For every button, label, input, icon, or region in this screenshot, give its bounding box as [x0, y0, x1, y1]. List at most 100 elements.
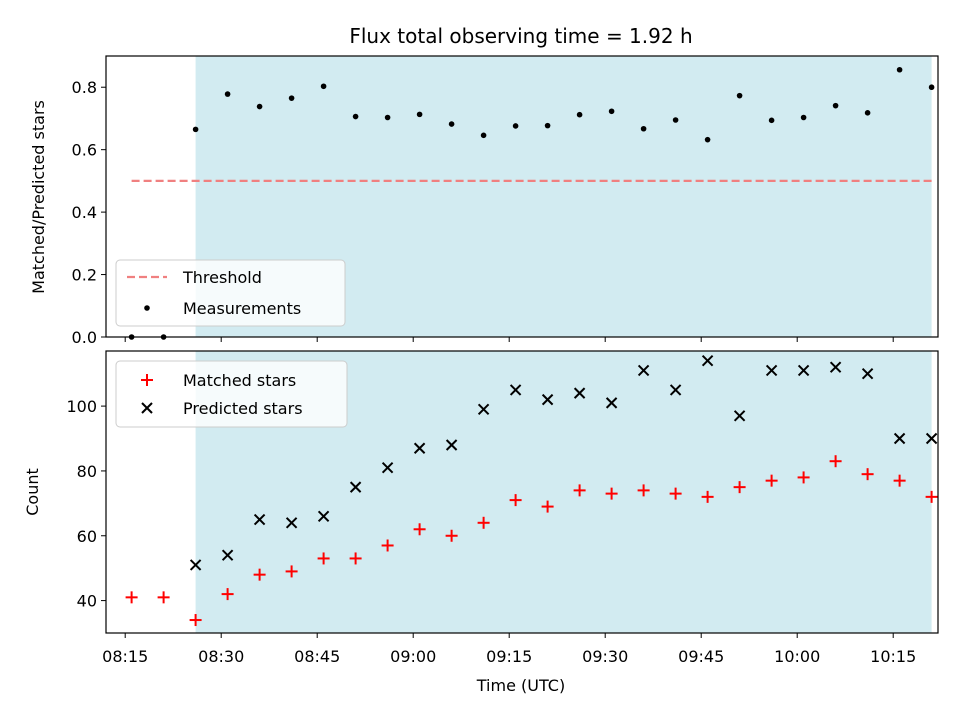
matched-star-point	[477, 516, 490, 529]
predicted-star-point	[893, 432, 906, 445]
legend-measurements-label: Measurements	[183, 299, 301, 318]
legend-predicted-label: Predicted stars	[183, 399, 303, 418]
predicted-star-b	[381, 461, 394, 474]
predicted-star-b	[605, 397, 618, 409]
matched-star-point	[861, 468, 874, 481]
bottom-y-axis-label: Count	[23, 468, 42, 516]
matched-star-point	[701, 490, 714, 503]
predicted-star-b	[765, 364, 778, 377]
predicted-star-point	[221, 549, 234, 561]
x-tick-label: 09:15	[486, 647, 532, 666]
predicted-star-b	[509, 384, 522, 396]
top-marks	[128, 66, 935, 340]
matched-star-point	[253, 568, 266, 581]
predicted-star-b	[669, 384, 682, 396]
y-tick-label: 80	[77, 462, 97, 481]
predicted-star-point	[605, 397, 618, 409]
chart-title: Flux total observing time = 1.92 h	[349, 24, 692, 48]
y-tick-label: 100	[66, 397, 97, 416]
matched-star-point	[125, 591, 138, 604]
predicted-star-b	[893, 432, 906, 445]
bottom-axes-frame	[105, 350, 939, 634]
measurement-point	[672, 117, 679, 123]
predicted-star-b	[637, 364, 650, 377]
predicted-star-b	[573, 387, 586, 399]
top-y-axis-label: Matched/Predicted stars	[29, 100, 48, 294]
y-tick-label: 40	[77, 592, 97, 611]
bottom-x-axis: 08:15 08:30 08:45 09:00 09:15 09:30 09:45 10:00…	[102, 633, 916, 666]
predicted-star-b	[285, 517, 298, 529]
legend-measurements-swatch	[144, 305, 150, 311]
predicted-star-point	[189, 559, 202, 571]
predicted-star-point	[573, 387, 586, 399]
measurement-point	[512, 123, 519, 129]
measurement-point	[800, 114, 807, 121]
y-tick-label: 60	[77, 527, 97, 546]
x-tick-label: 08:30	[198, 647, 244, 666]
measurement-point	[256, 103, 263, 110]
matched-star-point	[637, 484, 650, 497]
x-tick-label: 09:45	[678, 647, 724, 666]
y-tick-label: 0.4	[72, 203, 97, 222]
predicted-star-point	[253, 513, 266, 526]
matched-star-point	[797, 471, 810, 484]
measurement-point	[448, 121, 455, 127]
predicted-star-point	[925, 432, 938, 445]
measurement-point	[864, 110, 871, 116]
top-panel: 0.00.20.40.60.8 Matched/Predicted stars …	[29, 55, 939, 347]
measurement-point	[384, 114, 391, 121]
top-y-axis: 0.0 0.2 0.4 0.6 0.8	[72, 78, 106, 347]
matched-star-point	[221, 588, 234, 601]
matched-star-point	[829, 455, 842, 468]
y-tick-label: 0.8	[72, 78, 97, 97]
measurement-point	[768, 117, 775, 124]
predicted-star-b	[445, 439, 458, 451]
bottom-panel: 40 60 80 100 08:15 08:30 08:45 09:00 09:15 09:30…	[23, 350, 939, 695]
predicted-star-b	[541, 393, 554, 406]
bottom-legend: Matched stars Predicted stars	[115, 360, 348, 428]
predicted-star-b	[317, 510, 330, 523]
matched-star-point	[605, 487, 618, 500]
predicted-star-b	[413, 442, 426, 454]
predicted-star-point	[733, 410, 746, 422]
x-tick-label: 10:00	[774, 647, 820, 666]
matched-star-point	[541, 500, 554, 513]
x-tick-label: 08:45	[294, 647, 340, 666]
matched-star-point	[509, 494, 522, 507]
matched-star-point	[381, 539, 394, 552]
matched-star-point	[317, 552, 330, 565]
x-tick-label: 09:30	[582, 647, 628, 666]
top-axes-frame	[105, 55, 939, 338]
predicted-star-b	[253, 513, 266, 526]
predicted-star-b	[925, 432, 938, 445]
predicted-star-point	[541, 393, 554, 406]
legend-threshold-label: Threshold	[182, 268, 262, 287]
top-x-axis-ticks	[124, 337, 894, 342]
predicted-star-b	[349, 481, 362, 493]
legend-matched-swatch	[141, 374, 153, 386]
predicted-star-point	[797, 364, 810, 377]
predicted-star-b	[477, 403, 490, 416]
predicted-star-b	[829, 361, 842, 373]
predicted-star-point	[701, 355, 714, 367]
measurement-point	[608, 108, 615, 115]
legend-matched-label: Matched stars	[183, 371, 296, 390]
matched-star-point	[189, 614, 202, 627]
predicted-star-b	[797, 364, 810, 377]
measurement-point	[224, 91, 231, 97]
predicted-star-point	[509, 384, 522, 396]
predicted-star-point	[861, 367, 874, 380]
matched-star-point	[573, 484, 586, 497]
measurement-point	[704, 136, 711, 143]
measurement-point	[320, 83, 327, 90]
top-legend: Threshold Measurements	[115, 259, 346, 327]
x-tick-label: 08:15	[102, 647, 148, 666]
predicted-star-point	[285, 517, 298, 529]
measurement-point	[288, 95, 295, 101]
matched-star-point	[669, 487, 682, 500]
predicted-star-point	[317, 510, 330, 523]
predicted-star-point	[413, 442, 426, 454]
measurement-point	[640, 125, 647, 132]
x-tick-label: 09:00	[390, 647, 436, 666]
